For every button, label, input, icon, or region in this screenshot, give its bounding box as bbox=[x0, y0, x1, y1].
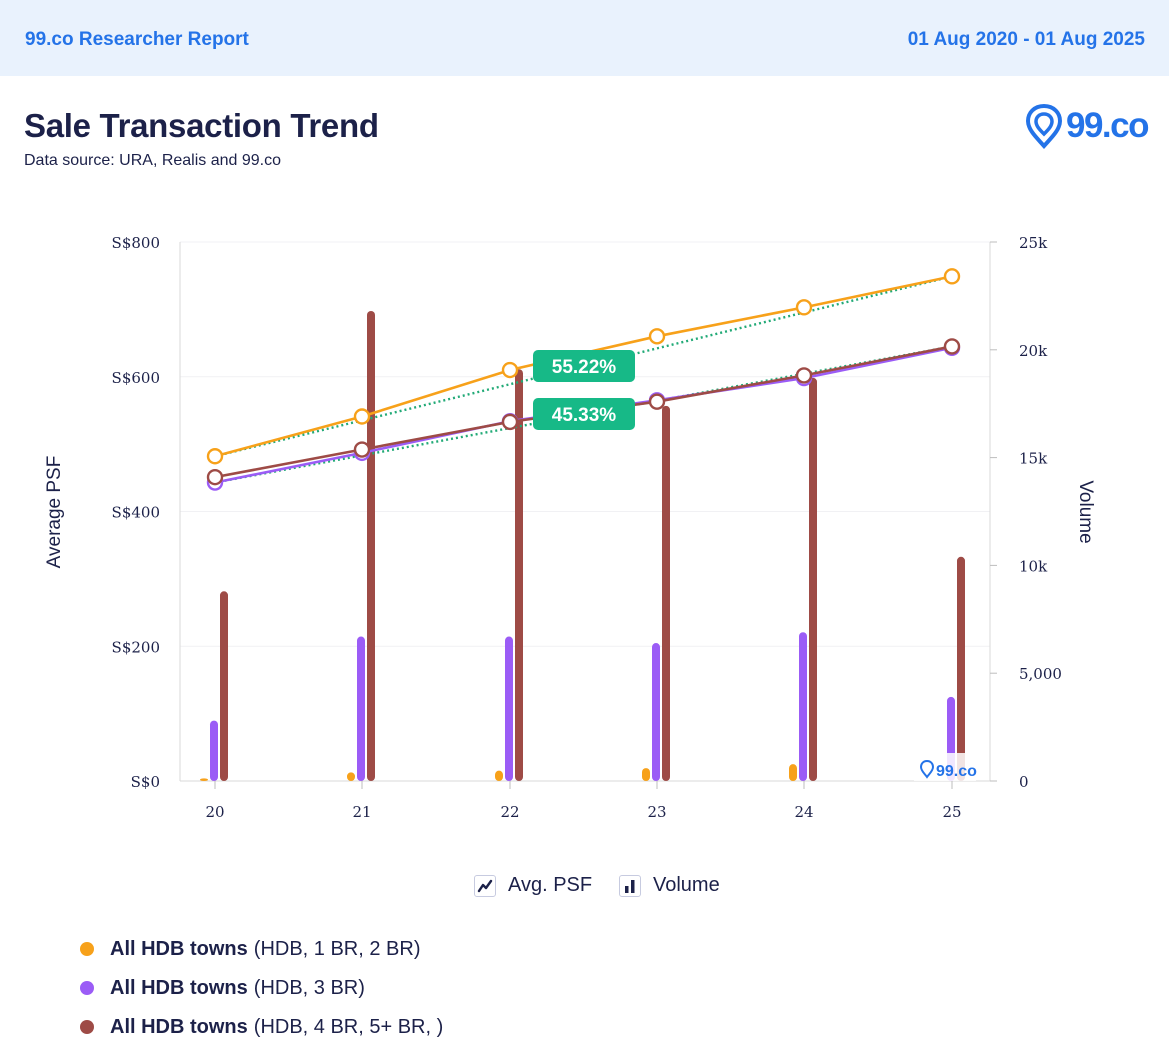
volume-bar bbox=[495, 770, 503, 781]
y-tick-label: S$0 bbox=[131, 773, 160, 791]
x-tick-label: 20 bbox=[205, 803, 224, 821]
series-detail: (HDB, 1 BR, 2 BR) bbox=[253, 938, 421, 960]
series-legend-item: All HDB towns (HDB, 1 BR, 2 BR) bbox=[80, 930, 443, 969]
psf-point bbox=[943, 268, 961, 285]
x-tick-label: 23 bbox=[647, 803, 666, 821]
growth-badge-text: 55.22% bbox=[552, 357, 617, 378]
growth-badge-text: 45.33% bbox=[552, 405, 617, 426]
page-title: Sale Transaction Trend bbox=[24, 107, 379, 144]
psf-point bbox=[353, 441, 371, 458]
psf-point bbox=[206, 448, 224, 465]
line-chart-icon bbox=[474, 874, 496, 897]
growth-badge bbox=[533, 398, 635, 430]
y2-tick-label: 5,000 bbox=[1019, 665, 1062, 683]
legend-avg-psf[interactable]: Avg. PSF bbox=[474, 874, 592, 897]
psf-point bbox=[353, 408, 371, 425]
psf-point bbox=[206, 468, 224, 486]
legend-volume-label: Volume bbox=[653, 874, 720, 896]
volume-bar bbox=[957, 556, 965, 781]
watermark-text: 99.co bbox=[936, 763, 977, 780]
series-color-dot bbox=[80, 1019, 94, 1034]
x-tick-label: 24 bbox=[794, 803, 813, 821]
psf-point bbox=[501, 361, 519, 379]
volume-bar bbox=[809, 377, 817, 781]
psf-point bbox=[648, 328, 666, 345]
y2-tick-label: 10k bbox=[1019, 557, 1048, 575]
volume-bar bbox=[200, 778, 208, 781]
volume-bar bbox=[210, 720, 218, 781]
growth-badge bbox=[533, 350, 635, 382]
trend-line bbox=[214, 275, 953, 458]
psf-point bbox=[943, 338, 961, 355]
report-header-bar: 99.co Researcher Report 01 Aug 2020 - 01… bbox=[0, 0, 1169, 76]
report-title: 99.co Researcher Report bbox=[25, 29, 249, 50]
series-name: All HDB towns bbox=[110, 977, 248, 999]
chart-type-legend: Avg. PSF Volume bbox=[0, 868, 1169, 904]
volume-bar bbox=[652, 643, 660, 781]
brand-logo: 99.co bbox=[1024, 102, 1150, 150]
y2-axis-label: Volume bbox=[1075, 480, 1096, 543]
report-date-range: 01 Aug 2020 - 01 Aug 2025 bbox=[907, 29, 1145, 50]
x-tick-label: 22 bbox=[500, 803, 519, 821]
series-name: All HDB towns bbox=[110, 1016, 248, 1038]
sale-transaction-chart: S$0 S$200 S$400 S$600 S$800 0 5,000 10k 15k 20k 25… bbox=[44, 234, 1096, 821]
location-pin-icon bbox=[1025, 103, 1063, 150]
series-legend: All HDB towns (HDB, 1 BR, 2 BR) All HDB … bbox=[80, 930, 443, 1047]
y-tick-label: S$200 bbox=[112, 638, 160, 656]
volume-bar bbox=[789, 764, 797, 781]
volume-bar bbox=[799, 632, 807, 781]
psf-point bbox=[795, 299, 813, 316]
bar-chart-icon bbox=[619, 874, 641, 897]
psf-point bbox=[501, 413, 519, 431]
y2-tick-label: 0 bbox=[1019, 773, 1029, 791]
chart-grid bbox=[180, 241, 990, 782]
y-tick-label: S$800 bbox=[112, 234, 160, 252]
y2-tick-label: 15k bbox=[1019, 450, 1048, 468]
volume-bar bbox=[367, 310, 375, 781]
legend-avg-psf-label: Avg. PSF bbox=[508, 874, 593, 896]
chart-watermark: 99.co bbox=[914, 753, 977, 781]
volume-bar bbox=[515, 369, 523, 781]
psf-point bbox=[648, 393, 666, 410]
y-tick-label: S$400 bbox=[112, 504, 160, 522]
series-detail: (HDB, 3 BR) bbox=[253, 977, 365, 999]
chart-axes: S$0 S$200 S$400 S$600 S$800 0 5,000 10k 15k 20k 25… bbox=[44, 234, 1096, 821]
logo-wordmark: 99.co bbox=[1066, 106, 1150, 145]
page-subtitle: Data source: URA, Realis and 99.co bbox=[24, 152, 282, 169]
x-tick-label: 25 bbox=[942, 803, 961, 821]
x-tick-label: 21 bbox=[352, 803, 371, 821]
series-color-dot bbox=[80, 980, 94, 995]
volume-bar bbox=[220, 591, 228, 781]
y-axis-label: Average PSF bbox=[44, 456, 65, 569]
series-name: All HDB towns bbox=[110, 938, 248, 960]
series-legend-item: All HDB towns (HDB, 3 BR) bbox=[80, 969, 443, 1008]
watermark-background bbox=[914, 753, 976, 781]
y-tick-label: S$600 bbox=[112, 369, 160, 387]
psf-point bbox=[795, 367, 813, 384]
series-color-dot bbox=[80, 941, 94, 956]
volume-bar bbox=[662, 405, 670, 781]
series-detail: (HDB, 4 BR, 5+ BR, ) bbox=[253, 1016, 444, 1038]
volume-bar bbox=[505, 636, 513, 781]
y2-tick-label: 25k bbox=[1019, 234, 1048, 252]
volume-bar bbox=[642, 768, 650, 781]
volume-bar bbox=[357, 636, 365, 781]
series-legend-item: All HDB towns (HDB, 4 BR, 5+ BR, ) bbox=[80, 1008, 443, 1047]
chart-annotations: 99.co 55.22% 45.33% bbox=[533, 350, 977, 781]
y2-tick-label: 20k bbox=[1019, 342, 1048, 360]
legend-volume[interactable]: Volume bbox=[619, 874, 720, 897]
volume-bar bbox=[347, 772, 355, 781]
location-pin-icon bbox=[919, 759, 935, 779]
